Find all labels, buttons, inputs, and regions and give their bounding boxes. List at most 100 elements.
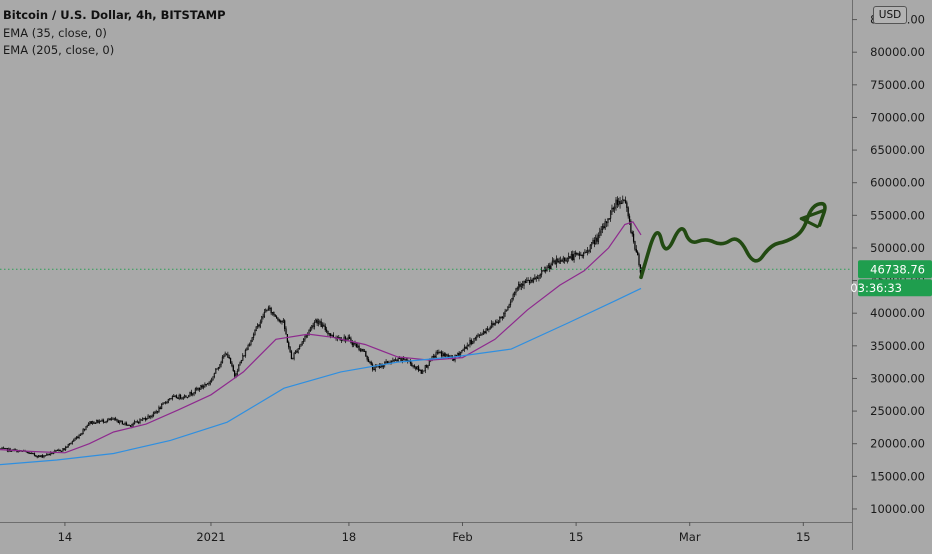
candle-body [183, 395, 186, 399]
candle-body [205, 383, 207, 386]
candle-body [331, 334, 333, 336]
candle-body [277, 317, 279, 321]
candle-body [174, 395, 176, 397]
candle-body [420, 369, 422, 374]
y-tick-label: 40000.00 [870, 306, 925, 320]
candle-body [121, 421, 124, 425]
candle-body [397, 357, 399, 362]
candle-body [4, 447, 6, 450]
ema-205-legend[interactable]: EMA (205, close, 0) [3, 43, 115, 57]
x-tick-label: 14 [58, 530, 73, 544]
candle-body [639, 264, 641, 273]
candle-body [60, 450, 63, 452]
candle-body [133, 421, 136, 424]
candle-body [347, 336, 349, 340]
candle-body [36, 455, 38, 458]
candle-body [601, 226, 604, 230]
candle-body [186, 396, 188, 398]
candle-body [563, 257, 566, 261]
candle-body [588, 250, 590, 252]
candle-body [504, 311, 506, 315]
candle-body [405, 359, 408, 361]
candle-body [64, 447, 67, 450]
candle-body [493, 322, 495, 326]
ema-35-legend[interactable]: EMA (35, close, 0) [3, 26, 107, 40]
ema-205-line[interactable] [0, 287, 642, 466]
currency-button[interactable]: USD [873, 6, 907, 24]
y-tick-label: 70000.00 [870, 110, 925, 124]
candle-body [109, 418, 111, 420]
candle-body [438, 352, 440, 354]
candle-body [150, 415, 152, 418]
candle-body [246, 348, 248, 351]
candle-body [70, 442, 72, 444]
candle-body [216, 368, 218, 370]
candle-body [620, 202, 623, 205]
candle-body [415, 366, 417, 370]
candle-body [271, 312, 274, 314]
candle-body [27, 451, 29, 454]
candle-body [263, 311, 266, 317]
candle-body [302, 338, 305, 342]
candle-body [393, 359, 395, 361]
candle-body [614, 206, 616, 210]
candle-body [512, 294, 514, 300]
candle-body [163, 402, 165, 404]
candle-body [136, 421, 138, 423]
candle-body [220, 362, 222, 365]
candle-body [83, 429, 86, 431]
candle-body [238, 364, 240, 372]
candle-body [300, 343, 302, 347]
candle-body [542, 270, 544, 272]
countdown-badge [858, 279, 932, 297]
candle-body [147, 415, 149, 419]
candle-body [576, 252, 578, 255]
candle-body [568, 256, 570, 259]
x-tick-label: 18 [342, 530, 357, 544]
candle-body [40, 455, 42, 457]
candle-body [96, 419, 98, 424]
candle-body [146, 418, 148, 420]
candle-body [185, 395, 187, 398]
candle-body [159, 407, 161, 410]
candle-body [127, 424, 129, 426]
symbol-title[interactable]: Bitcoin / U.S. Dollar, 4h, BITSTAMP [3, 8, 226, 22]
candle-body [396, 359, 398, 362]
current-price-badge [858, 260, 932, 279]
candle-body [419, 369, 421, 371]
candle-body [413, 365, 416, 367]
candle-body [457, 352, 459, 357]
candle-body [78, 435, 80, 438]
x-tick-label: Mar [679, 530, 701, 544]
candle-body [235, 373, 237, 377]
candle-body [584, 251, 586, 254]
candle-body [194, 388, 197, 393]
candle-body [234, 370, 236, 377]
candle-body [534, 277, 536, 280]
candle-body [596, 237, 598, 242]
candle-body [481, 333, 483, 336]
candle-body [509, 301, 512, 306]
candle-body [513, 292, 516, 295]
candle-body [67, 444, 69, 448]
candle-body [152, 412, 155, 417]
candle-body [330, 333, 332, 336]
candle-body [545, 269, 547, 272]
candle-body [351, 342, 353, 346]
candle-body [10, 450, 13, 452]
candle-body [156, 411, 159, 413]
candle-body [1, 447, 3, 450]
candle-body [531, 279, 533, 282]
candle-body [62, 448, 64, 452]
time-axis[interactable] [0, 522, 852, 550]
candle-body [100, 420, 102, 422]
candle-body [266, 309, 268, 311]
candle-body [284, 320, 286, 329]
ema-35-line[interactable] [0, 221, 642, 454]
candle-body [262, 316, 264, 318]
forecast-drawing[interactable] [639, 201, 827, 280]
candle-body [86, 425, 88, 427]
candle-body [570, 254, 573, 259]
